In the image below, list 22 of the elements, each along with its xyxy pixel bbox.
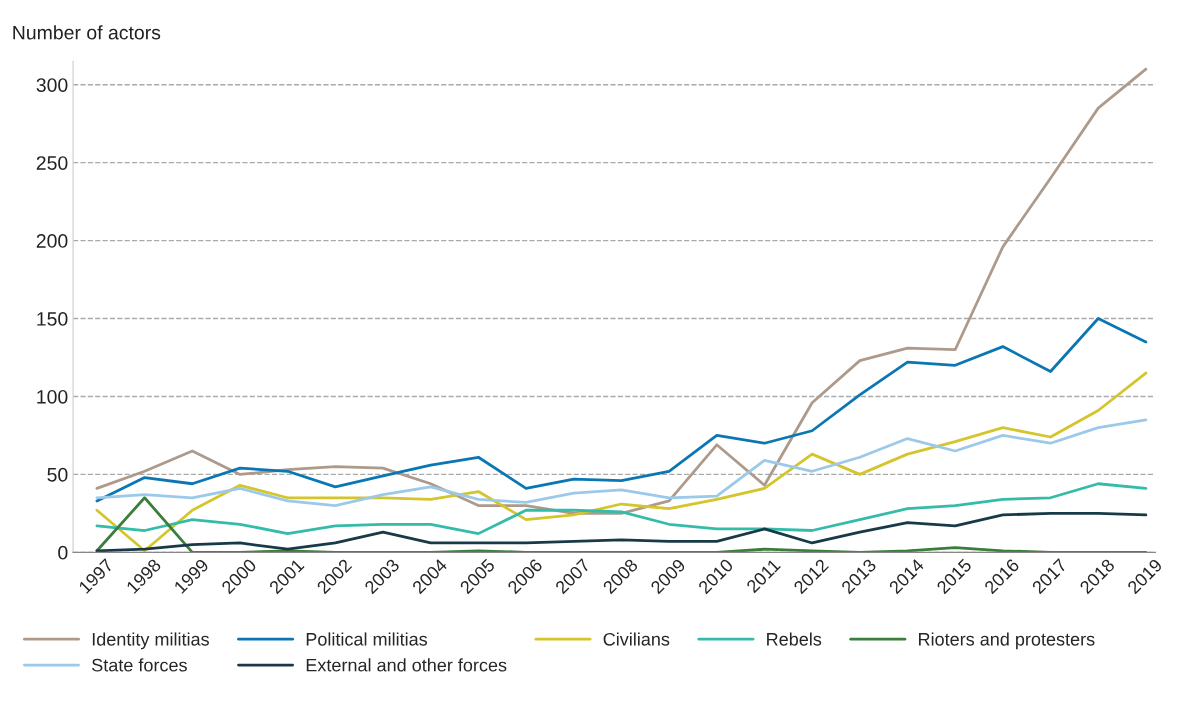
y-tick-label: 0 — [58, 545, 68, 560]
legend-label: State forces — [92, 658, 187, 672]
line-series — [95, 511, 1148, 553]
line-series — [95, 418, 1148, 507]
legend-label: Rioters and protesters — [919, 632, 1095, 650]
line-series — [95, 317, 1148, 503]
y-tick-label: 50 — [47, 467, 68, 482]
legend-label: Civilians — [603, 632, 670, 646]
line-series — [95, 496, 1148, 553]
y-tick-label: 300 — [36, 78, 68, 92]
legend-label: External and other forces — [306, 658, 507, 672]
y-tick-label: 150 — [37, 312, 68, 326]
y-tick-label: 250 — [36, 156, 68, 170]
y-tick-label: 100 — [37, 389, 68, 404]
y-axis-title: Number of actors — [13, 25, 161, 40]
legend-label: Political militias — [306, 632, 428, 646]
line-series — [95, 67, 1148, 515]
legend-label: Rebels — [767, 632, 822, 646]
line-series — [95, 371, 1148, 553]
line-series — [95, 482, 1148, 536]
legend-label: Identity militias — [92, 632, 209, 650]
y-tick-label: 200 — [36, 234, 68, 248]
